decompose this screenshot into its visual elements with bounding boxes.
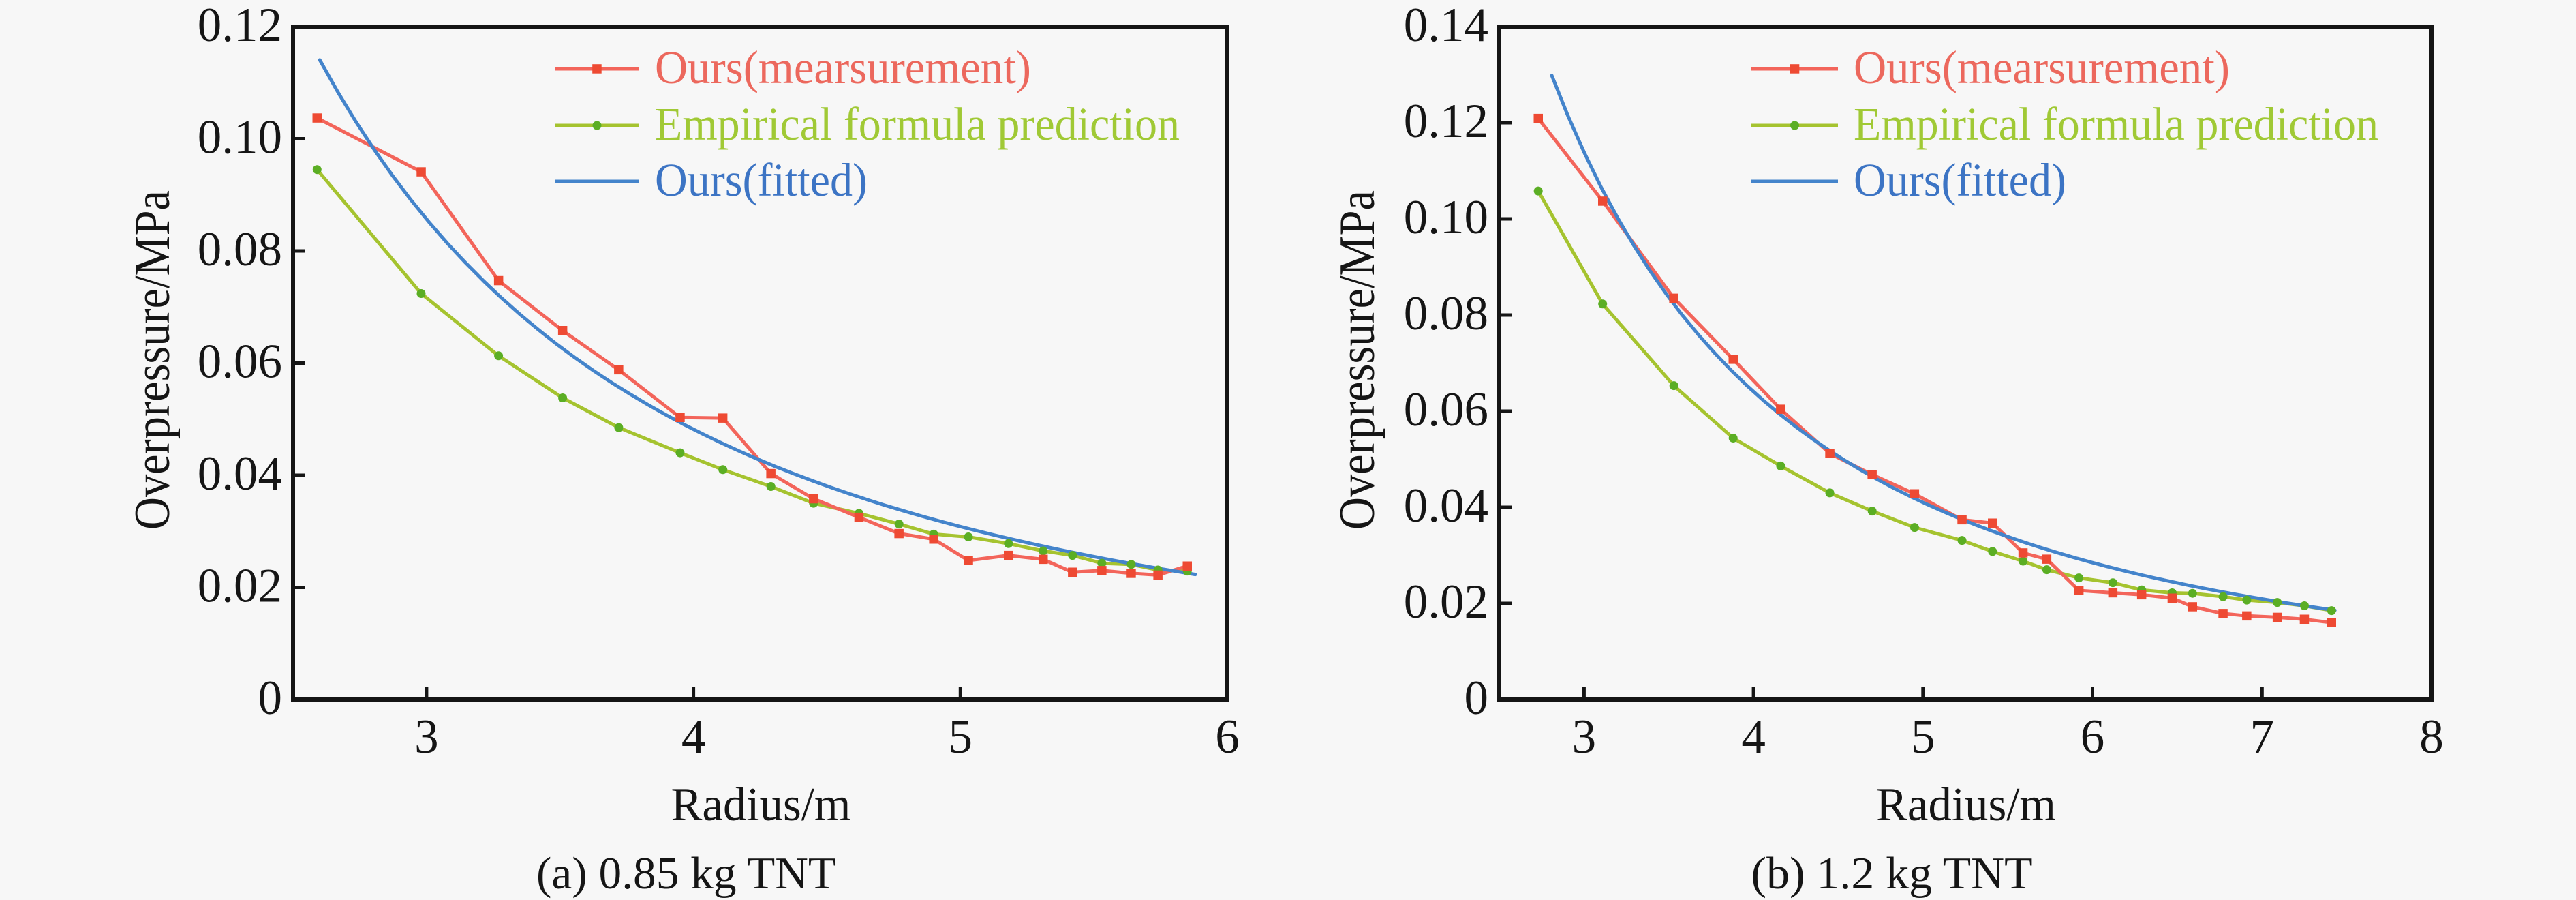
svg-text:Overpressure/MPa: Overpressure/MPa — [125, 190, 181, 530]
svg-text:Overpressure/MPa: Overpressure/MPa — [1330, 190, 1385, 530]
svg-text:Empirical formula prediction: Empirical formula prediction — [655, 98, 1180, 150]
svg-text:3: 3 — [414, 710, 439, 764]
svg-text:6: 6 — [1215, 710, 1240, 764]
svg-text:0.10: 0.10 — [1404, 191, 1488, 244]
svg-text:5: 5 — [1911, 710, 1935, 764]
svg-text:0.06: 0.06 — [198, 335, 282, 389]
svg-text:0.12: 0.12 — [198, 0, 282, 52]
svg-text:Ours(fitted): Ours(fitted) — [1854, 154, 2066, 206]
svg-text:Radius/m: Radius/m — [671, 779, 851, 831]
svg-text:0.08: 0.08 — [1404, 287, 1488, 340]
svg-text:Ours(mearsurement): Ours(mearsurement) — [655, 42, 1031, 93]
svg-text:(a) 0.85 kg TNT: (a) 0.85 kg TNT — [536, 848, 836, 899]
svg-text:3: 3 — [1572, 710, 1597, 764]
svg-text:0.08: 0.08 — [198, 223, 282, 276]
svg-text:(b) 1.2 kg TNT: (b) 1.2 kg TNT — [1751, 848, 2033, 899]
svg-text:0.02: 0.02 — [1404, 575, 1488, 629]
svg-text:5: 5 — [949, 710, 973, 764]
svg-text:0.06: 0.06 — [1404, 383, 1488, 436]
svg-text:8: 8 — [2419, 710, 2444, 764]
svg-text:7: 7 — [2250, 710, 2275, 764]
svg-text:Empirical formula prediction: Empirical formula prediction — [1854, 98, 2378, 150]
svg-text:0.02: 0.02 — [198, 560, 282, 613]
svg-text:0.04: 0.04 — [1404, 479, 1488, 532]
svg-text:0.12: 0.12 — [1404, 95, 1488, 148]
svg-text:4: 4 — [1741, 710, 1766, 764]
svg-text:6: 6 — [2081, 710, 2105, 764]
svg-text:Ours(fitted): Ours(fitted) — [655, 154, 868, 206]
svg-text:4: 4 — [681, 710, 706, 764]
svg-text:Radius/m: Radius/m — [1876, 779, 2056, 831]
svg-text:0.10: 0.10 — [198, 111, 282, 164]
svg-text:0.14: 0.14 — [1404, 0, 1488, 52]
svg-text:Ours(mearsurement): Ours(mearsurement) — [1854, 42, 2230, 93]
svg-text:0: 0 — [1465, 672, 1489, 725]
svg-text:0.04: 0.04 — [198, 447, 282, 500]
svg-text:0: 0 — [258, 672, 283, 725]
